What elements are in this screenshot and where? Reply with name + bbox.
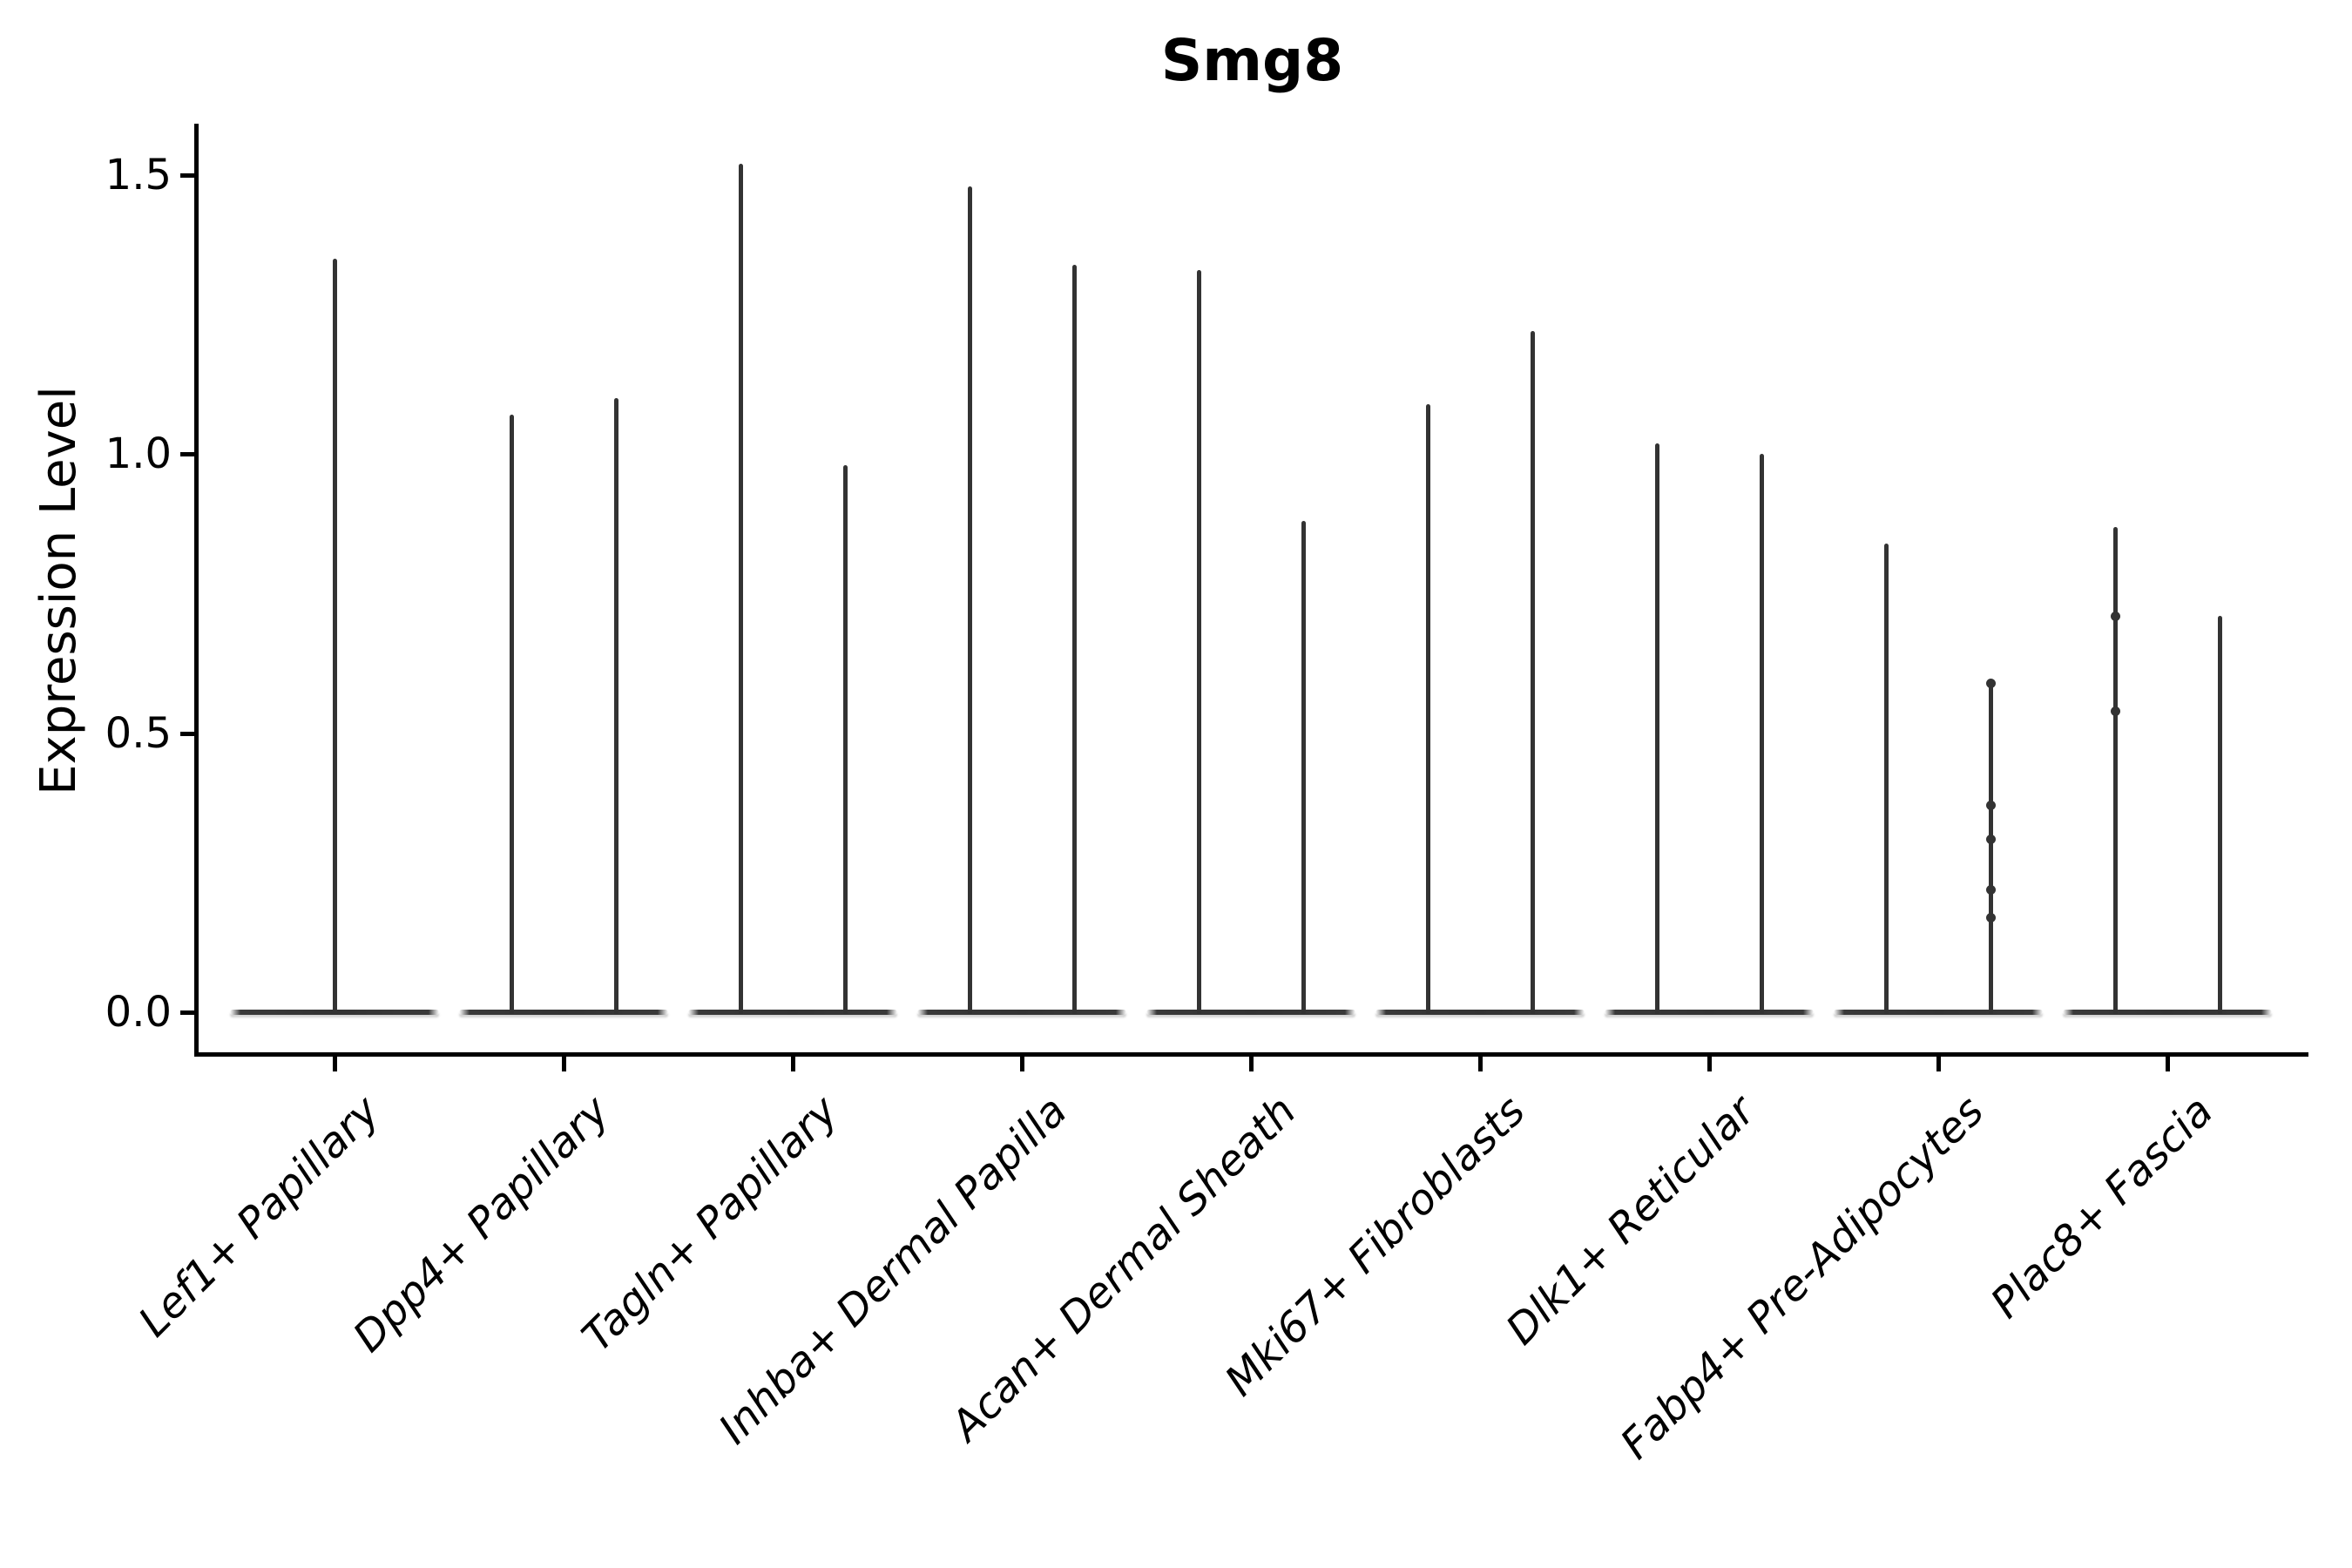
y-tick — [180, 452, 196, 457]
y-tick-label: 1.5 — [105, 150, 172, 199]
violin-spike — [509, 415, 514, 1014]
violin-spike — [1654, 443, 1659, 1014]
violin-base — [688, 1010, 897, 1015]
expression-dot — [1985, 884, 1996, 895]
x-tick — [790, 1057, 795, 1071]
expression-dot — [2110, 706, 2120, 716]
y-tick-label: 0.0 — [105, 988, 172, 1037]
violin-spike — [1759, 454, 1764, 1014]
x-tick — [561, 1057, 566, 1071]
y-tick-label: 1.0 — [105, 429, 172, 479]
x-tick-label: Fabp4+ Pre-Adipocytes — [1611, 1086, 1994, 1469]
y-tick — [180, 731, 196, 736]
violin-base — [1834, 1010, 2043, 1015]
violin-spike — [2112, 526, 2118, 1014]
violin-spike — [967, 186, 972, 1014]
x-axis-spine — [194, 1052, 2308, 1057]
x-tick — [1936, 1057, 1941, 1071]
expression-dot — [1985, 912, 1996, 923]
y-tick — [180, 172, 196, 178]
x-tick-label: Dlk1+ Reticular — [1496, 1086, 1765, 1355]
violin-base — [917, 1010, 1126, 1015]
y-axis-spine — [194, 124, 199, 1057]
y-tick — [180, 1010, 196, 1015]
y-axis-label: Expression Level — [30, 386, 87, 795]
violin-spike — [1196, 269, 1201, 1014]
violin-spike — [1425, 403, 1430, 1014]
violin-spike — [738, 164, 743, 1014]
x-tick — [332, 1057, 337, 1071]
violin-spike — [332, 259, 337, 1014]
violin-base — [1605, 1010, 1814, 1015]
violin-spike — [842, 465, 848, 1014]
x-tick — [2165, 1057, 2170, 1071]
x-tick-label: Plac8+ Fascia — [1981, 1086, 2223, 1328]
expression-dot — [1985, 678, 1996, 688]
violin-base — [459, 1010, 668, 1015]
violin-spike — [2217, 616, 2222, 1014]
violin-spike — [1988, 683, 1993, 1014]
violin-spike — [1530, 331, 1535, 1014]
violin-spike — [1071, 264, 1077, 1014]
expression-dot — [2110, 611, 2120, 621]
expression-dot — [1985, 834, 1996, 844]
x-tick-label: Lef1+ Papillary — [129, 1086, 390, 1347]
chart-title: Smg8 — [1160, 27, 1344, 94]
violin-spike — [1883, 543, 1889, 1014]
x-tick — [1477, 1057, 1483, 1071]
violin-base — [1146, 1010, 1355, 1015]
expression-dot — [1985, 801, 1996, 811]
x-tick — [1707, 1057, 1712, 1071]
y-tick-label: 0.5 — [105, 708, 172, 758]
violin-spike — [1301, 521, 1306, 1014]
violin-base — [2063, 1010, 2272, 1015]
violin-base — [1375, 1010, 1585, 1015]
violin-spike — [613, 398, 618, 1014]
x-tick — [1248, 1057, 1254, 1071]
x-tick — [1019, 1057, 1024, 1071]
